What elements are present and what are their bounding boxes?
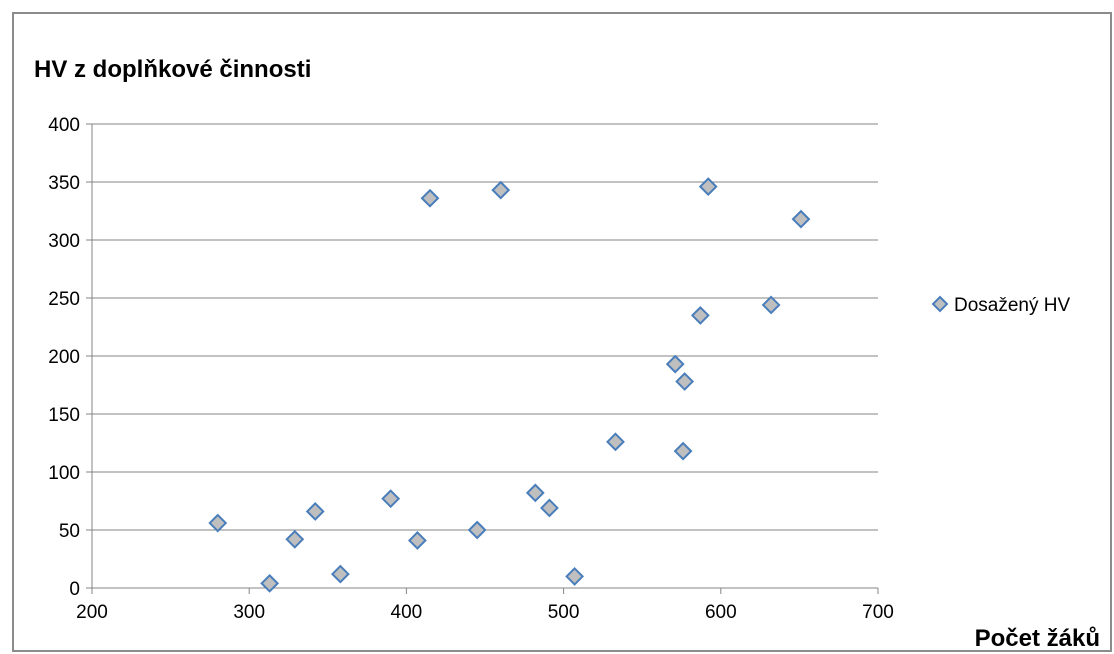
y-tick-label: 200: [48, 347, 80, 368]
legend-marker: [931, 295, 949, 313]
chart-frame: HV z doplňkové činnosti 0 50 100 150 200 250 3…: [12, 12, 1112, 652]
data-point: [540, 498, 559, 518]
data-point: [491, 180, 511, 200]
y-tick-label: 100: [48, 463, 80, 484]
data-point: [665, 354, 685, 374]
data-point: [565, 566, 585, 586]
data-point: [407, 531, 427, 550]
data-point: [420, 188, 440, 208]
y-tick-label: 400: [48, 115, 80, 136]
y-tick-label: 50: [59, 521, 80, 542]
gridlines: [86, 123, 878, 589]
data-point: [675, 372, 695, 391]
y-tick-label: 150: [48, 405, 80, 426]
x-tick-label: 400: [391, 602, 423, 623]
data-point: [698, 177, 718, 197]
data-point: [208, 513, 228, 533]
data-point: [761, 295, 781, 315]
x-axis-ticks: 200 300 400 500 600 700: [76, 588, 894, 623]
x-tick-label: 300: [233, 602, 265, 623]
data-point: [330, 564, 350, 584]
data-point: [525, 483, 545, 503]
scatter-chart: HV z doplňkové činnosti 0 50 100 150 200 250 3…: [34, 56, 1100, 652]
chart-title: HV z doplňkové činnosti: [34, 56, 311, 83]
data-point: [673, 441, 693, 461]
data-point: [381, 489, 401, 509]
data-point: [260, 573, 280, 593]
legend-label: Dosažený HV: [954, 295, 1070, 316]
data-point: [467, 520, 487, 540]
y-tick-label: 350: [48, 173, 80, 194]
x-tick-label: 700: [862, 602, 894, 623]
legend: Dosažený HV: [931, 295, 1070, 316]
y-tick-label: 300: [48, 231, 80, 252]
data-points: [208, 177, 811, 593]
y-axis-ticks: 0 50 100 150 200 250 300 350 400: [48, 115, 80, 600]
x-tick-label: 500: [548, 602, 580, 623]
data-point: [690, 305, 710, 325]
x-tick-label: 600: [705, 602, 737, 623]
data-point: [606, 432, 625, 452]
y-tick-label: 250: [48, 289, 80, 310]
data-point: [305, 502, 325, 521]
data-point: [791, 209, 811, 229]
y-tick-label: 0: [69, 579, 80, 600]
data-point: [285, 529, 305, 549]
x-tick-label: 200: [76, 602, 108, 623]
